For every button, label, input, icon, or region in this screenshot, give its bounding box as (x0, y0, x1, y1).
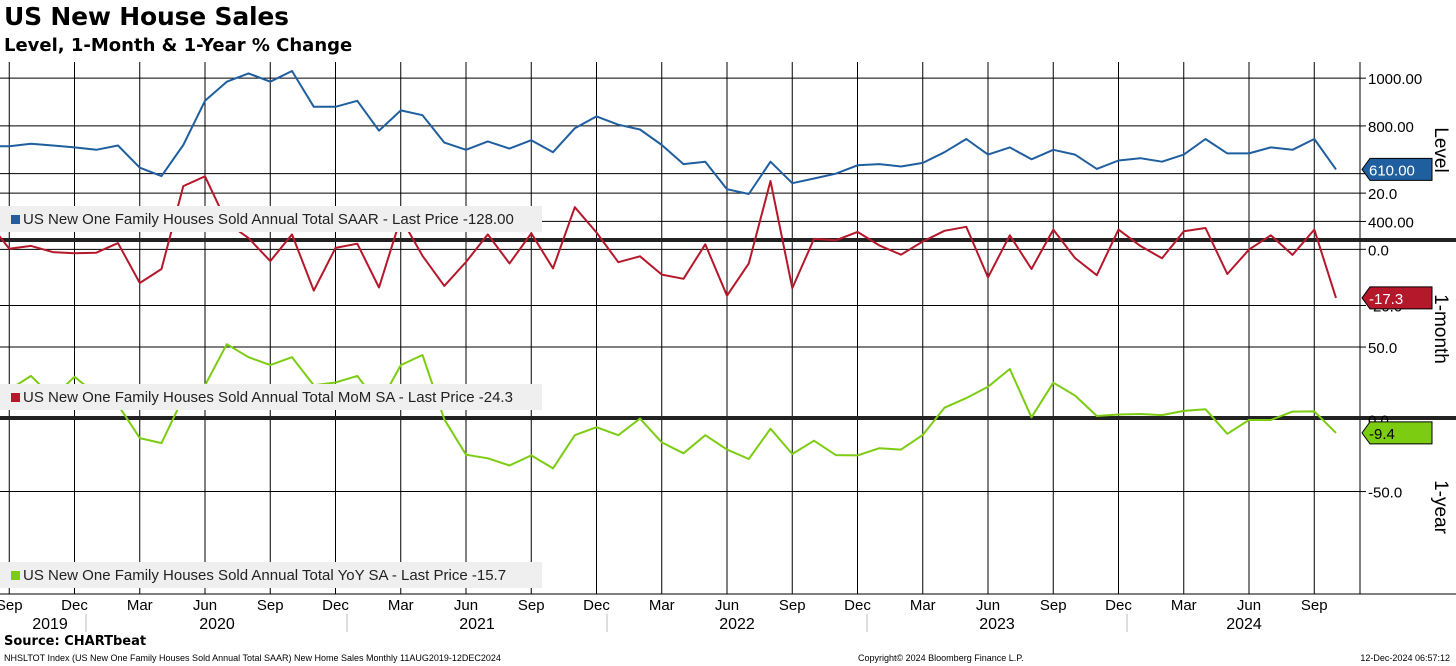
x-tick-label: Jun (976, 597, 1000, 614)
last-value-tag (1361, 286, 1433, 310)
x-tick-label: Jun (454, 597, 478, 614)
legend-box (0, 562, 542, 588)
x-year-label: 2022 (719, 616, 755, 633)
chart-title: US New House Sales (4, 2, 289, 31)
legend-box (0, 206, 542, 232)
x-tick-label: Sep (1040, 597, 1067, 614)
series-line-1-month (0, 175, 1337, 299)
x-tick-label: Sep (257, 597, 284, 614)
x-tick-label: Jun (715, 597, 739, 614)
x-tick-label: Sep (0, 597, 23, 614)
series-line-1-year (0, 343, 1337, 470)
last-value-label: -17.3 (1369, 291, 1403, 308)
axis-title: 1-year (1430, 480, 1451, 535)
x-tick-label: Jun (1237, 597, 1261, 614)
panel-separator (0, 416, 1456, 420)
y-tick-label: 0.0 (1368, 242, 1389, 259)
last-value-label: 610.00 (1369, 162, 1415, 179)
axis-labels: 400.00 800.00 1000.00 Level US New One Famil… (0, 71, 1451, 633)
legend-swatch (11, 393, 20, 402)
x-tick-label: Dec (1105, 597, 1132, 614)
legend-box (0, 384, 542, 410)
grid-lines (0, 62, 1456, 632)
x-tick-label: Mar (127, 597, 153, 614)
legend-text: US New One Family Houses Sold Annual Tot… (23, 211, 514, 228)
footer-index-info: NHSLTOT Index (US New One Family Houses … (4, 653, 501, 663)
last-value-label: -9.4 (1369, 426, 1395, 443)
x-tick-label: Mar (649, 597, 675, 614)
x-tick-label: Sep (1301, 597, 1328, 614)
legend-swatch (11, 215, 20, 224)
footer-timestamp: 12-Dec-2024 06:57:12 (1360, 653, 1450, 663)
x-tick-label: Mar (388, 597, 414, 614)
x-year-label: 2024 (1226, 616, 1262, 633)
chart-subtitle: Level, 1-Month & 1-Year % Change (4, 35, 353, 56)
x-tick-label: Dec (61, 597, 88, 614)
last-value-tag (1361, 421, 1433, 445)
x-tick-label: Dec (844, 597, 871, 614)
legend-swatch (11, 571, 20, 580)
legend-text: US New One Family Houses Sold Annual Tot… (23, 389, 513, 406)
x-tick-label: Sep (518, 597, 545, 614)
x-tick-label: Mar (1171, 597, 1197, 614)
series-lines (0, 70, 1337, 470)
source-note: Source: CHARTbeat (4, 634, 147, 649)
x-tick-label: Jun (193, 597, 217, 614)
y-tick-label: 1000.00 (1368, 71, 1422, 88)
y-tick-label: 20.0 (1368, 186, 1397, 203)
footer-copyright: Copyright© 2024 Bloomberg Finance L.P. (858, 653, 1024, 663)
x-tick-label: Sep (779, 597, 806, 614)
x-tick-label: Mar (910, 597, 936, 614)
x-tick-label: Dec (322, 597, 349, 614)
y-tick-label: 50.0 (1368, 340, 1397, 357)
y-tick-label: 400.00 (1368, 214, 1414, 231)
x-year-label: 2020 (199, 616, 235, 633)
legend-text: US New One Family Houses Sold Annual Tot… (23, 567, 506, 584)
x-year-label: 2023 (979, 616, 1015, 633)
x-year-label: 2019 (32, 616, 68, 633)
y-tick-label: -50.0 (1368, 485, 1402, 502)
axis-title: Level (1430, 127, 1451, 172)
x-tick-label: Dec (583, 597, 610, 614)
panel-separator (0, 238, 1456, 242)
axis-title: 1-month (1430, 294, 1451, 364)
last-value-tag (1361, 157, 1433, 181)
series-line-level (0, 70, 1337, 195)
y-tick-label: 800.00 (1368, 119, 1414, 136)
x-year-label: 2021 (459, 616, 495, 633)
